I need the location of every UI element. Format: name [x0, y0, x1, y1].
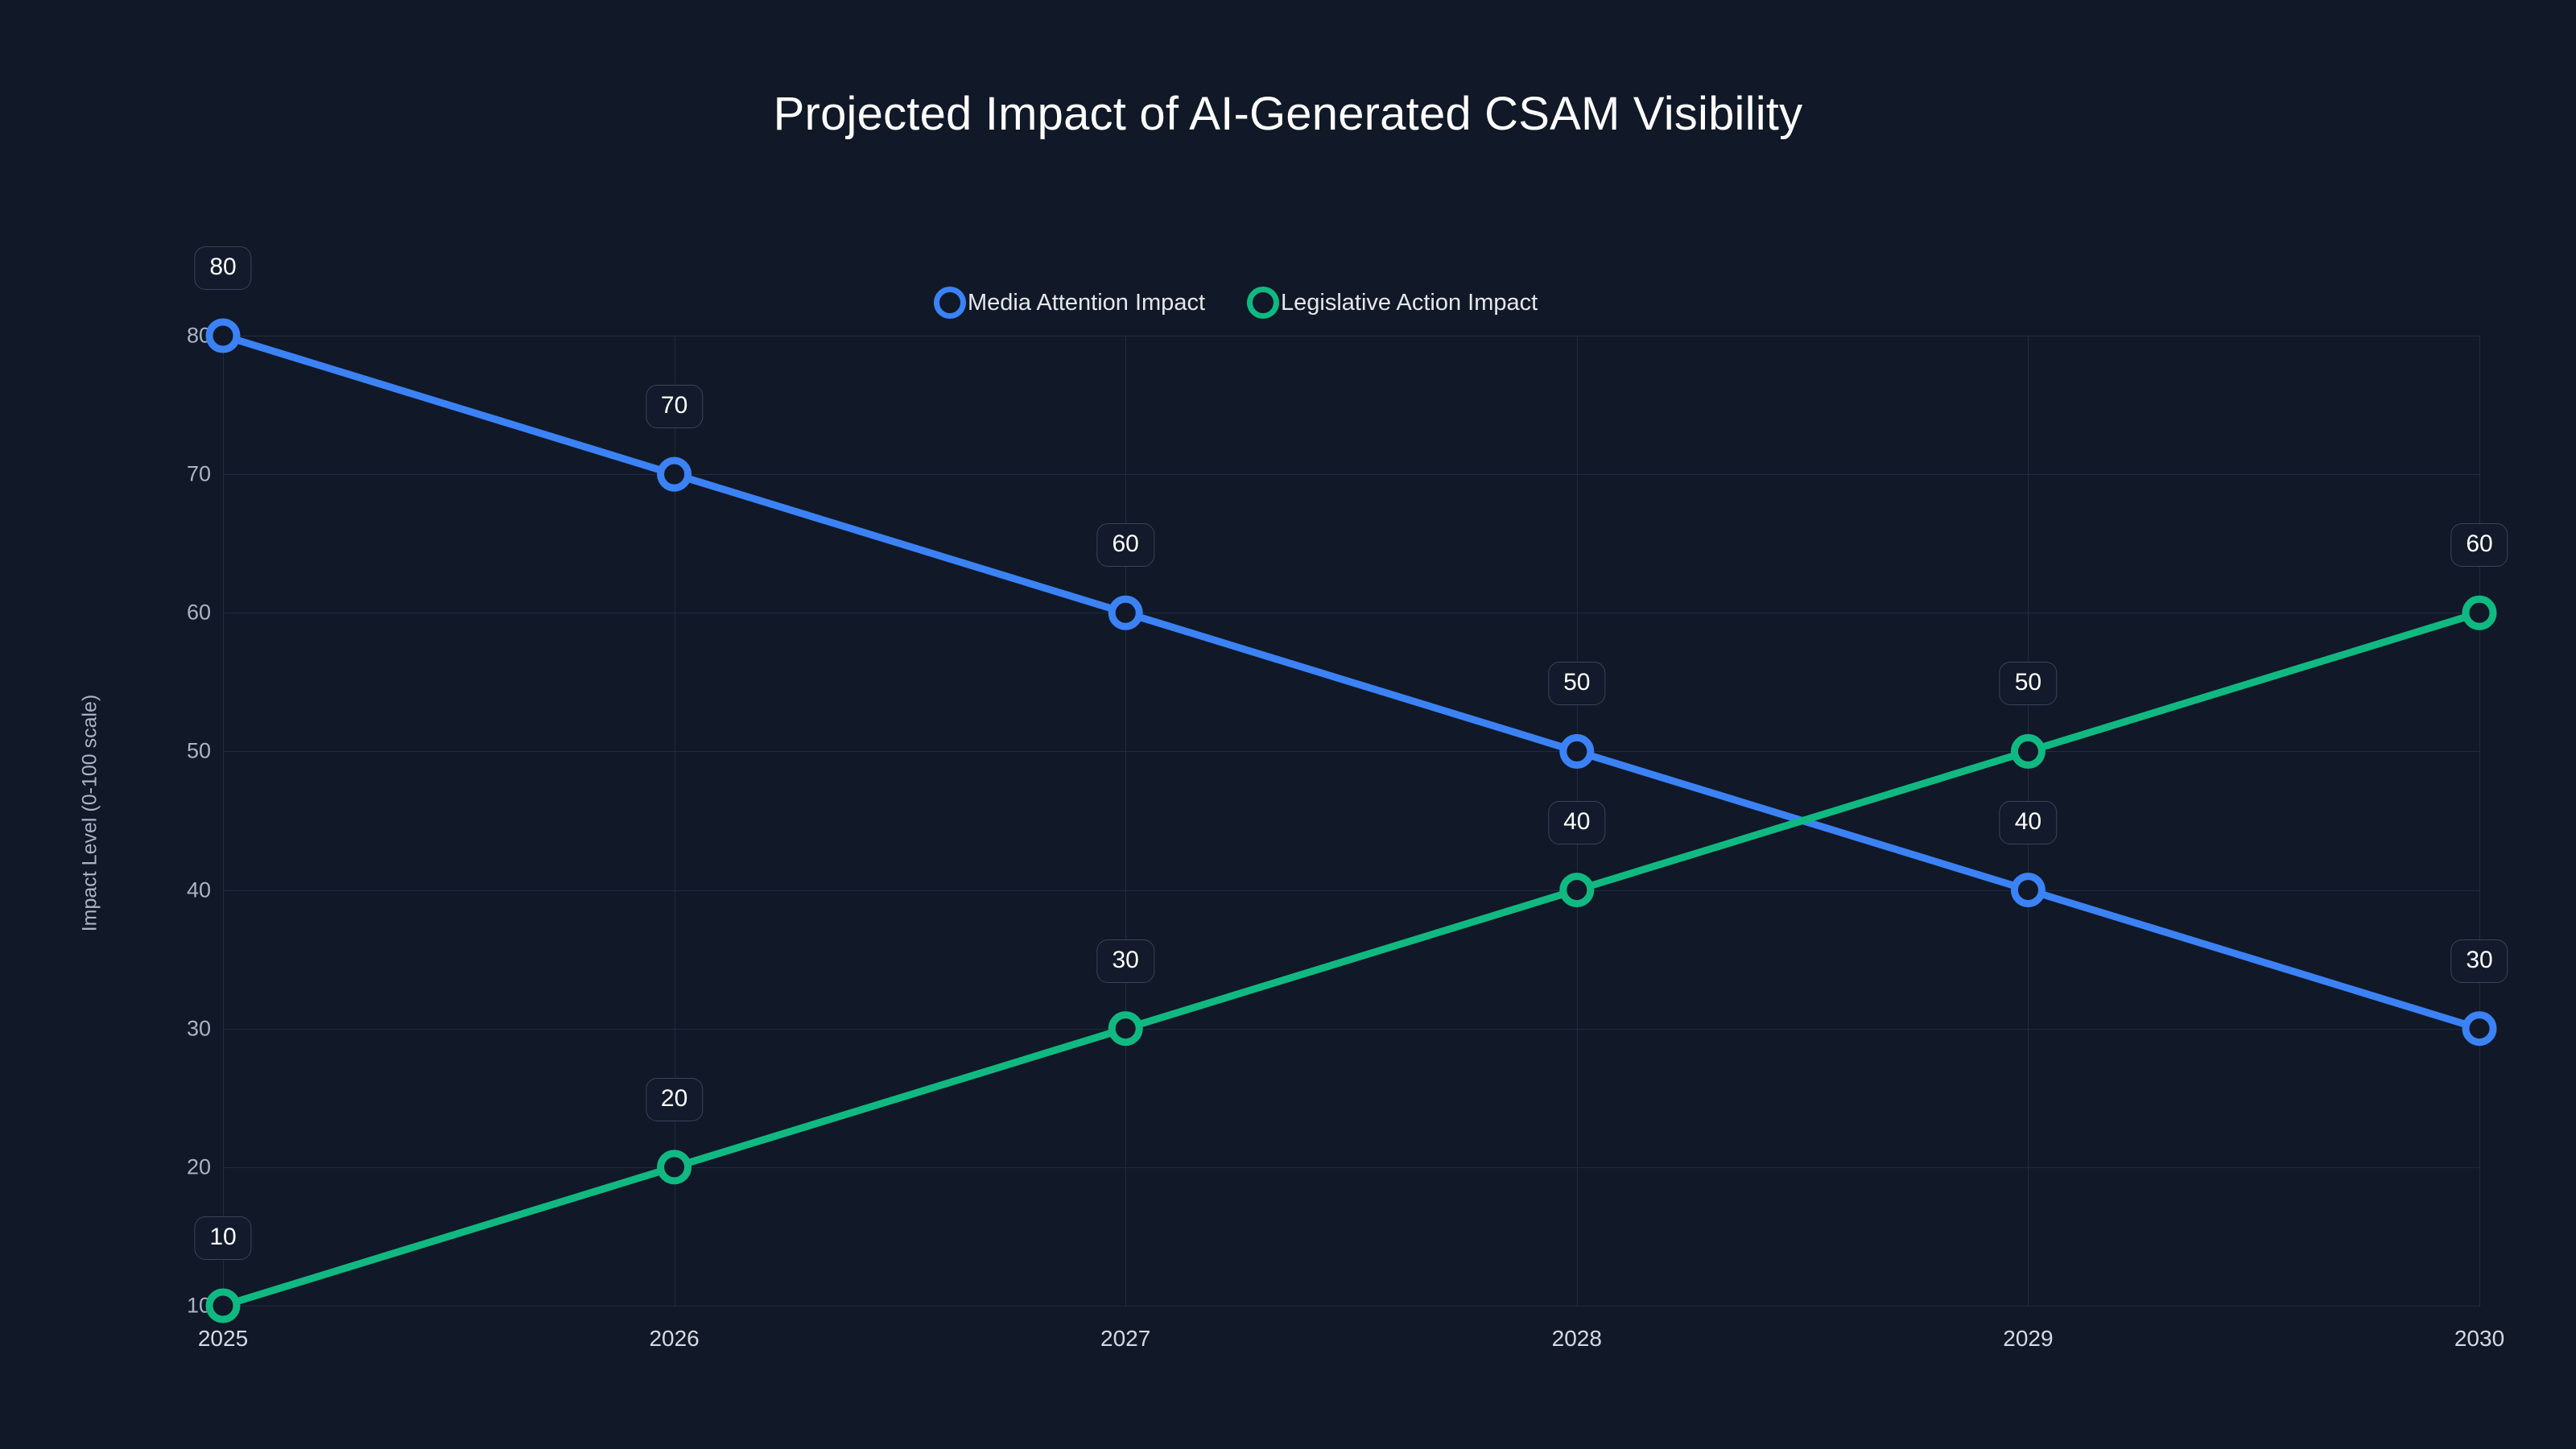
data-point-label: 10	[194, 1216, 252, 1260]
gridline-horizontal	[223, 1306, 2479, 1307]
data-point-label: 50	[1548, 662, 1606, 706]
gridline-horizontal	[223, 890, 2479, 891]
legend-item-legislative-action-impact[interactable]: Legislative Action Impact	[1247, 287, 1538, 319]
x-axis-tick-label: 2027	[1100, 1326, 1151, 1351]
chart-legend: Media Attention Impact Legislative Actio…	[934, 287, 1538, 319]
y-axis-tick-label: 50	[186, 738, 211, 763]
data-point-label: 70	[645, 385, 704, 429]
data-point-label: 60	[1096, 523, 1154, 568]
gridline-horizontal	[223, 1166, 2479, 1168]
legend-item-label: Media Attention Impact	[968, 289, 1205, 316]
data-point-label: 20	[645, 1077, 704, 1121]
legend-item-media-attention-impact[interactable]: Media Attention Impact	[934, 287, 1205, 319]
legend-ring-circle-icon	[934, 287, 966, 319]
x-axis-tick-label: 2025	[197, 1326, 249, 1351]
x-axis-tick-label: 2028	[1551, 1326, 1602, 1351]
gridline-horizontal	[223, 1028, 2479, 1030]
y-axis-tick-label: 40	[186, 877, 211, 902]
gridline-horizontal	[223, 751, 2479, 753]
y-axis-tick-label: 80	[186, 323, 211, 348]
data-point-label: 80	[194, 246, 252, 290]
gridline-vertical	[2479, 336, 2480, 1306]
gridline-vertical	[1125, 336, 1127, 1306]
gridline-vertical	[223, 336, 224, 1306]
y-axis-tick-label: 10	[186, 1293, 211, 1318]
data-point-label: 40	[1999, 800, 2058, 844]
data-point-label: 30	[2450, 939, 2508, 983]
data-point-label: 50	[1999, 662, 2058, 706]
legend-ring-circle-icon	[1247, 287, 1279, 319]
x-axis-tick-label: 2026	[649, 1326, 700, 1351]
data-point-label: 30	[1096, 939, 1154, 983]
gridline-horizontal	[223, 474, 2479, 476]
x-axis-tick-label: 2030	[2454, 1326, 2505, 1351]
data-point-label: 60	[2450, 523, 2508, 568]
legend-item-label: Legislative Action Impact	[1281, 289, 1538, 316]
y-axis-title: Impact Level (0-100 scale)	[78, 694, 101, 932]
y-axis-tick-label: 20	[186, 1154, 211, 1179]
page-title: Projected Impact of AI-Generated CSAM Vi…	[773, 88, 1803, 140]
data-point-label: 40	[1548, 800, 1606, 844]
y-axis-tick-label: 70	[186, 461, 211, 486]
y-axis-tick-label: 30	[186, 1016, 211, 1041]
plot-area	[223, 336, 2480, 1307]
x-axis-tick-label: 2029	[2003, 1326, 2054, 1351]
y-axis-tick-label: 60	[186, 600, 211, 625]
